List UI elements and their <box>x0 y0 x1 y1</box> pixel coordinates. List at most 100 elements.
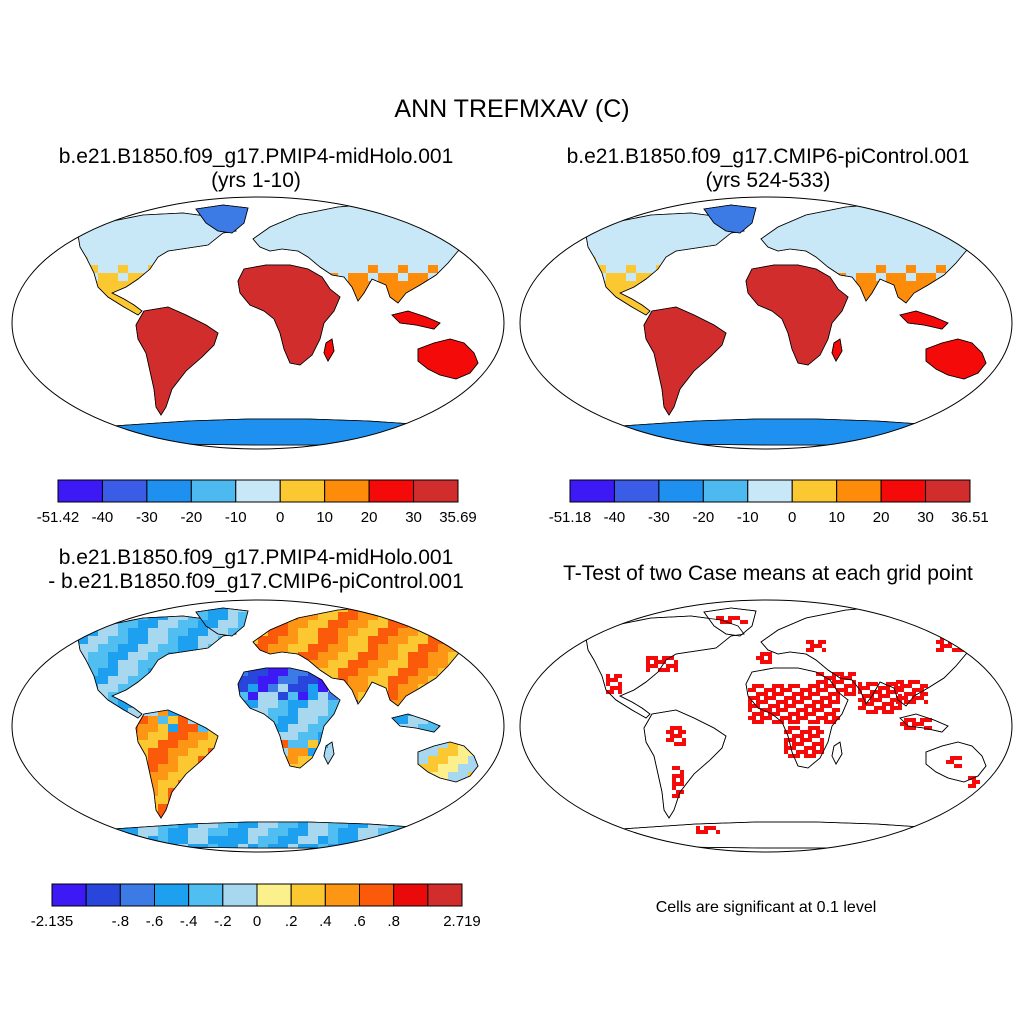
map-cell <box>318 449 328 453</box>
map-cell <box>468 425 478 433</box>
map-cell <box>288 369 298 377</box>
map-cell <box>428 441 438 449</box>
map-cell <box>138 193 148 201</box>
map-cell <box>188 337 198 345</box>
map-cell <box>188 297 198 305</box>
map-cell <box>498 425 508 433</box>
map-cell <box>418 337 428 345</box>
map-cell <box>128 241 138 249</box>
map-cell <box>378 193 388 201</box>
map-cell <box>458 409 468 417</box>
map-cell <box>98 321 108 329</box>
map-cell <box>368 441 378 449</box>
map-cell <box>438 273 448 281</box>
map-cell <box>168 401 178 409</box>
map-cell <box>78 329 88 337</box>
map-cell <box>408 425 418 433</box>
map-cell <box>358 369 368 377</box>
map-cell <box>88 337 98 345</box>
map-cell <box>68 225 78 233</box>
map-cell <box>178 393 188 401</box>
map-cell <box>338 401 348 409</box>
map-cell <box>28 385 38 393</box>
map-cell <box>238 321 248 329</box>
map-cell <box>198 257 208 265</box>
map-cell <box>78 225 88 233</box>
map-cell <box>218 241 228 249</box>
map-cell <box>448 329 458 337</box>
map-cell <box>208 249 218 257</box>
map-cell <box>468 201 478 209</box>
map-cell <box>138 313 148 321</box>
map-cell <box>458 425 468 433</box>
map-cell <box>38 433 48 441</box>
map-cell <box>148 273 158 281</box>
map-cell <box>18 233 28 241</box>
map-cell <box>438 417 448 425</box>
map-cell <box>438 273 448 281</box>
map-cell <box>268 361 278 369</box>
map-cell <box>378 441 388 449</box>
map-cell <box>248 313 258 321</box>
map-cell <box>268 361 278 369</box>
map-cell <box>208 273 218 281</box>
map-cell <box>498 321 508 329</box>
map-cell <box>498 201 508 209</box>
map-cell <box>268 401 278 409</box>
map-cell <box>168 289 178 297</box>
map-cell <box>478 401 488 409</box>
map-cell <box>108 321 118 329</box>
map-cell <box>128 257 138 265</box>
map-cell <box>478 225 488 233</box>
map-cell <box>338 393 348 401</box>
map-cell <box>248 377 258 385</box>
map-cell <box>488 337 498 345</box>
map-cell <box>418 385 428 393</box>
map-cell <box>248 257 258 265</box>
map-cell <box>348 393 358 401</box>
map-cell <box>338 409 348 417</box>
map-cell <box>38 361 48 369</box>
map-cell <box>198 401 208 409</box>
map-cell <box>238 233 248 241</box>
map-cell <box>48 257 58 265</box>
map-cell <box>108 305 118 313</box>
map-cell <box>28 257 38 265</box>
map-cell <box>228 233 236 241</box>
map-cell <box>118 353 128 361</box>
map-cell <box>498 273 508 281</box>
map-cell <box>108 345 118 353</box>
map-cell <box>128 353 138 361</box>
map-cell <box>248 225 258 233</box>
map-cell <box>258 257 268 265</box>
map-cell <box>248 345 258 353</box>
map-cell <box>348 361 358 369</box>
map-cell <box>368 329 378 337</box>
map-cell <box>338 321 348 329</box>
map-cell <box>448 425 458 433</box>
map-cell <box>398 385 408 393</box>
map-cell <box>328 385 338 393</box>
map-cell <box>18 345 28 353</box>
map-cell <box>188 393 198 401</box>
map-cell <box>448 273 458 281</box>
map-cell <box>48 449 58 453</box>
map-cell <box>378 305 388 313</box>
map-cell <box>468 193 478 201</box>
map-cell <box>418 441 428 449</box>
map-cell <box>58 409 68 417</box>
map-cell <box>268 329 278 337</box>
map-cell <box>488 441 498 449</box>
map-cell <box>488 441 498 449</box>
map-cell <box>178 225 188 233</box>
map-cell <box>108 193 118 201</box>
map-cell <box>478 345 488 353</box>
map-cell <box>388 449 398 453</box>
map-cell <box>228 449 238 453</box>
map-cell <box>468 273 478 281</box>
map-cell <box>478 393 488 401</box>
map-cell <box>158 307 168 313</box>
map-cell <box>318 401 328 409</box>
map-cell <box>388 409 398 417</box>
map-cell <box>68 329 78 337</box>
